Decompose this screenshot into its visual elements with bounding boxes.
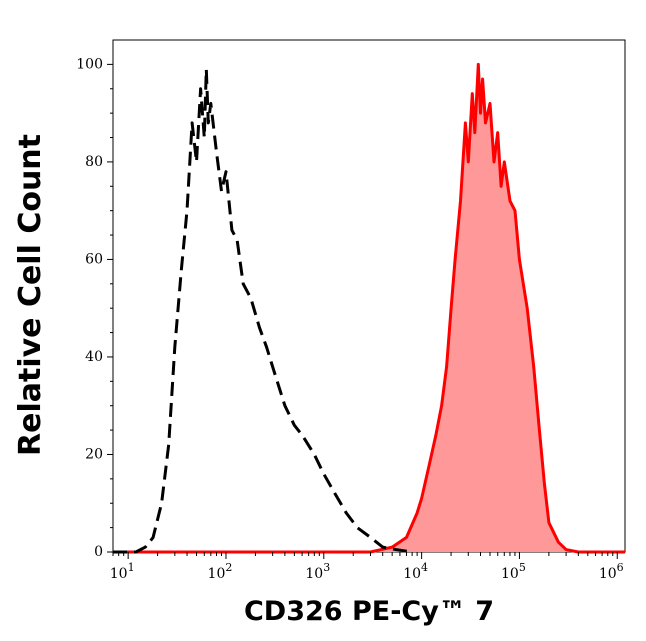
axes: 0 20 40 60 80 100 101 102 103 104 105 106: [76, 56, 623, 582]
x-tick-label: 102: [208, 561, 233, 582]
y-tick-label: 20: [85, 446, 103, 462]
y-tick-label: 60: [85, 251, 103, 267]
series-fill: [113, 64, 625, 553]
x-tick-label: 105: [501, 561, 526, 582]
x-tick-label: 106: [599, 561, 624, 582]
x-tick-label: 103: [305, 561, 330, 582]
y-tick-label: 0: [94, 544, 103, 560]
series-line-dashed: [113, 67, 413, 554]
x-tick-label: 104: [403, 561, 428, 582]
plot-marks: [113, 62, 625, 554]
series-line-filled: [113, 62, 625, 554]
y-tick-label: 100: [76, 56, 103, 72]
x-tick-label: 101: [110, 561, 135, 582]
y-tick-label: 80: [85, 154, 103, 170]
plot-frame: [112, 39, 626, 553]
y-tick-label: 40: [85, 349, 103, 365]
y-axis-label: Relative Cell Count: [13, 134, 48, 456]
x-axis-label: CD326 PE-Cy™ 7: [244, 596, 494, 627]
